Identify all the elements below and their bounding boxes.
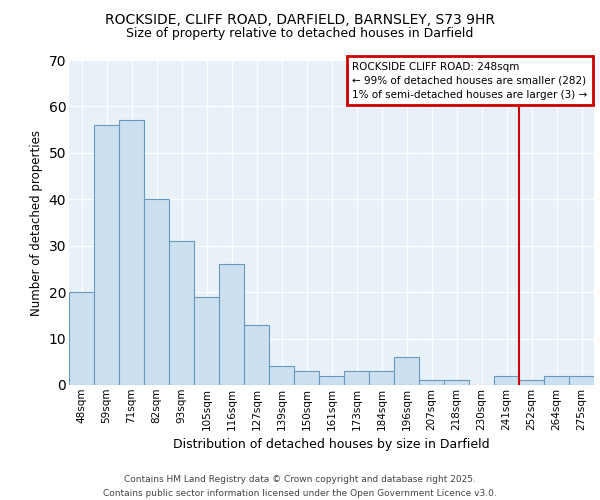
Text: ROCKSIDE, CLIFF ROAD, DARFIELD, BARNSLEY, S73 9HR: ROCKSIDE, CLIFF ROAD, DARFIELD, BARNSLEY… xyxy=(105,12,495,26)
Bar xyxy=(194,297,219,385)
Text: ROCKSIDE CLIFF ROAD: 248sqm
← 99% of detached houses are smaller (282)
1% of sem: ROCKSIDE CLIFF ROAD: 248sqm ← 99% of det… xyxy=(353,62,588,100)
Bar xyxy=(319,376,344,385)
Bar xyxy=(544,376,569,385)
Bar xyxy=(419,380,444,385)
Bar xyxy=(269,366,294,385)
Bar xyxy=(369,371,394,385)
Y-axis label: Number of detached properties: Number of detached properties xyxy=(30,130,43,316)
Bar xyxy=(569,376,594,385)
Bar xyxy=(119,120,144,385)
Bar xyxy=(294,371,319,385)
Bar xyxy=(94,125,119,385)
Bar xyxy=(169,241,194,385)
Bar xyxy=(69,292,94,385)
Bar xyxy=(394,357,419,385)
Bar xyxy=(519,380,544,385)
Text: Contains HM Land Registry data © Crown copyright and database right 2025.
Contai: Contains HM Land Registry data © Crown c… xyxy=(103,476,497,498)
Bar xyxy=(444,380,469,385)
Bar xyxy=(344,371,369,385)
Bar xyxy=(144,200,169,385)
Bar xyxy=(244,324,269,385)
Bar xyxy=(494,376,519,385)
Bar xyxy=(219,264,244,385)
X-axis label: Distribution of detached houses by size in Darfield: Distribution of detached houses by size … xyxy=(173,438,490,451)
Text: Size of property relative to detached houses in Darfield: Size of property relative to detached ho… xyxy=(127,28,473,40)
